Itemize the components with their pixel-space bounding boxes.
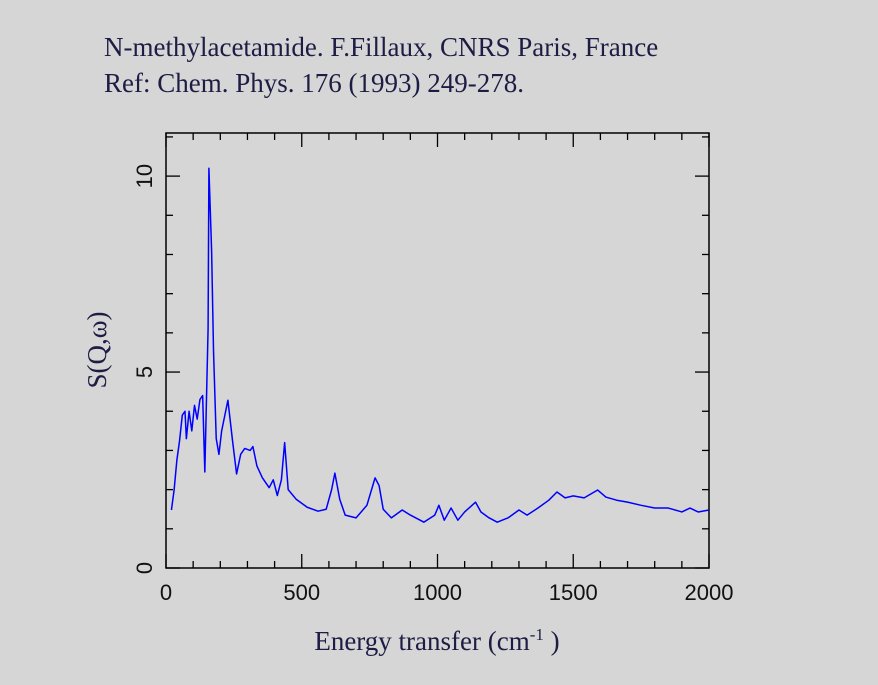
title-line: Ref: Chem. Phys. 176 (1993) 249-278. xyxy=(104,68,524,98)
x-tick-label: 0 xyxy=(160,580,172,605)
x-tick-label: 1500 xyxy=(549,580,598,605)
x-label-text: Energy transfer (cm xyxy=(314,626,529,656)
x-label-superscript: -1 xyxy=(530,625,544,644)
x-tick-label: 1000 xyxy=(413,580,462,605)
title-line: N-methylacetamide. F.Fillaux, CNRS Paris… xyxy=(104,32,658,62)
x-tick-label: 500 xyxy=(283,580,320,605)
x-label-text: ) xyxy=(544,626,560,656)
y-tick-label: 5 xyxy=(132,366,157,378)
y-axis-label: S(Q,ω) xyxy=(82,311,112,388)
spectrum-line xyxy=(170,167,710,523)
x-axis-label: Energy transfer (cm-1 ) xyxy=(314,625,559,656)
x-tick-label: 2000 xyxy=(685,580,734,605)
y-tick-label: 0 xyxy=(132,562,157,574)
y-tick-label: 10 xyxy=(132,164,157,188)
